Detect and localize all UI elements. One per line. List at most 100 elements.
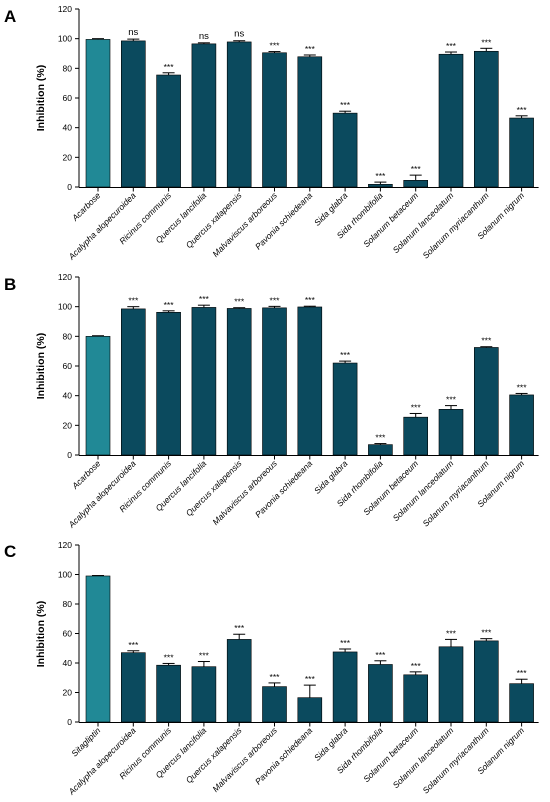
- significance-label: ***: [375, 171, 386, 181]
- bar: [121, 308, 146, 456]
- bar: [438, 409, 464, 456]
- y-tick-label: 0: [67, 182, 72, 192]
- bar: [403, 416, 429, 456]
- panel-letter: A: [4, 7, 16, 26]
- x-tick-label: Solanum lanceolatum: [391, 725, 456, 790]
- bar: [438, 646, 464, 723]
- significance-label: ***: [481, 336, 492, 346]
- x-tick-label: Malvaviscus arboreous: [210, 190, 279, 259]
- bar: [226, 308, 252, 456]
- significance-label: ***: [305, 44, 316, 54]
- significance-label: ***: [305, 295, 316, 305]
- significance-label: ***: [128, 296, 139, 306]
- bar: [191, 307, 217, 456]
- significance-label: ***: [375, 433, 386, 443]
- significance-label: ***: [234, 623, 245, 633]
- x-tick-label: Solanum lanceolatum: [391, 458, 456, 523]
- panel-c: C Inhibition (%) 0 20 40 60 80 100 120 Sitaglip…: [4, 540, 539, 797]
- bar: [262, 52, 287, 188]
- x-tick-label: Solanum myriacanthum: [421, 725, 491, 795]
- bar: [473, 640, 499, 723]
- significance-label: ns: [199, 31, 209, 42]
- significance-label: ***: [340, 638, 351, 648]
- y-tick-label: 80: [63, 63, 73, 73]
- bar: [262, 686, 287, 723]
- panel-b: B Inhibition (%) 0 20 40 60 80 100 120 Acarbose…: [4, 272, 539, 530]
- bar: [226, 639, 252, 723]
- y-tick-label: 120: [58, 540, 72, 550]
- bar: [85, 336, 111, 456]
- y-tick-label: 80: [63, 331, 73, 341]
- bar: [191, 666, 217, 723]
- significance-label: ***: [481, 37, 492, 47]
- y-tick-label: 40: [63, 658, 73, 668]
- bar: [332, 651, 358, 723]
- significance-label: ***: [340, 100, 351, 110]
- panel-letter: C: [4, 542, 16, 561]
- bar: [473, 50, 499, 188]
- significance-label: ***: [340, 350, 351, 360]
- significance-label: ***: [446, 41, 457, 51]
- y-tick-label: 120: [58, 4, 72, 14]
- y-tick-label: 100: [58, 570, 72, 580]
- significance-label: ***: [128, 640, 139, 650]
- significance-label: ***: [517, 382, 528, 392]
- bar: [85, 575, 111, 723]
- bar: [121, 40, 146, 188]
- significance-label: ***: [164, 300, 175, 310]
- bar: [297, 306, 323, 456]
- bar: [403, 674, 429, 723]
- bar: [156, 664, 181, 723]
- y-axis-title: Inhibition (%): [35, 65, 47, 131]
- significance-label: ***: [164, 62, 175, 72]
- x-tick-label: Solanum lanceolatum: [391, 190, 456, 255]
- bar: [191, 43, 217, 188]
- y-tick-label: 20: [63, 688, 73, 698]
- significance-label: ***: [375, 650, 386, 660]
- bar: [297, 697, 323, 723]
- y-tick-label: 60: [63, 93, 73, 103]
- y-tick-label: 20: [63, 420, 73, 430]
- y-tick-label: 40: [63, 391, 73, 401]
- significance-label: ***: [234, 297, 245, 307]
- y-tick-label: 0: [67, 717, 72, 727]
- significance-label: ***: [446, 395, 457, 405]
- significance-label: ***: [270, 41, 281, 51]
- x-tick-label: Sida glabra: [312, 725, 350, 763]
- y-tick-label: 40: [63, 123, 73, 133]
- y-tick-label: 100: [58, 34, 72, 44]
- y-tick-label: 60: [63, 629, 73, 639]
- bar: [156, 74, 181, 188]
- x-tick-label: Acalypha alopecuroidea: [66, 458, 138, 530]
- bar: [509, 683, 534, 723]
- bar: [85, 39, 111, 188]
- significance-label: ***: [411, 164, 422, 174]
- y-tick-label: 100: [58, 302, 72, 312]
- y-axis-title: Inhibition (%): [35, 601, 47, 667]
- significance-label: ***: [270, 295, 281, 305]
- x-tick-label: Sida glabra: [312, 190, 350, 228]
- significance-label: ***: [270, 672, 281, 682]
- x-tick-label: Acarbose: [69, 190, 102, 223]
- x-tick-label: Acalypha alopecuroidea: [66, 190, 138, 262]
- bar: [332, 362, 358, 456]
- panel-a: A Inhibition (%) 0 20 40 60 80 100 120 Acarbose…: [4, 4, 539, 262]
- y-tick-label: 20: [63, 152, 73, 162]
- significance-label: ***: [481, 628, 492, 638]
- x-tick-label: Acalypha alopecuroidea: [66, 725, 138, 797]
- bar: [332, 112, 358, 188]
- bar: [226, 41, 252, 188]
- significance-label: ***: [517, 668, 528, 678]
- significance-label: ns: [234, 29, 244, 40]
- bar: [368, 184, 393, 188]
- significance-label: ***: [199, 294, 210, 304]
- bar: [403, 180, 429, 188]
- bar: [438, 53, 464, 188]
- x-tick-label: Malvaviscus arboreous: [210, 725, 279, 794]
- panel-letter: B: [4, 275, 16, 294]
- significance-label: ***: [164, 652, 175, 662]
- x-tick-label: Malvaviscus arboreous: [210, 458, 279, 527]
- y-tick-label: 60: [63, 361, 73, 371]
- bar: [509, 394, 534, 456]
- bar: [473, 347, 499, 456]
